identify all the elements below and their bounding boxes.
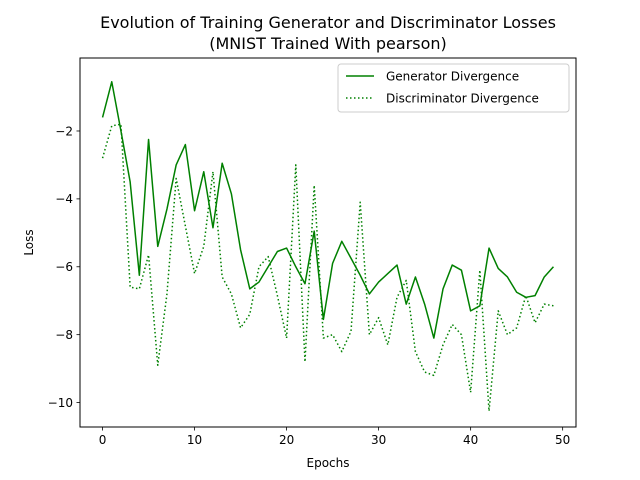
x-axis-label: Epochs [307,456,350,470]
x-tick-label: 10 [187,433,202,447]
legend: Generator Divergence Discriminator Diver… [337,63,570,113]
y-tick-label: −8 [55,328,73,342]
x-tick-label: 0 [99,433,107,447]
legend-box [337,63,570,113]
legend-label-generator: Generator Divergence [386,70,519,84]
x-ticks: 0 10 20 30 40 50 [99,427,570,447]
x-tick-label: 50 [555,433,570,447]
y-axis-label: Loss [22,229,36,255]
plot-lines [101,81,555,412]
discriminator-divergence-line [101,123,554,412]
x-tick-label: 40 [463,433,478,447]
plot-frame [79,57,577,428]
y-ticks: −2 −4 −6 −8 −10 [48,124,80,410]
x-tick-label: 30 [371,433,386,447]
generator-divergence-line [101,81,555,339]
y-tick-label: −4 [55,192,73,206]
y-tick-label: −6 [55,260,73,274]
y-tick-label: −2 [55,124,73,138]
chart-title-line1: Evolution of Training Generator and Disc… [100,13,556,32]
x-tick-label: 20 [279,433,294,447]
chart-title-line2: (MNIST Trained With pearson) [209,34,447,53]
legend-label-discriminator: Discriminator Divergence [386,92,539,106]
y-tick-label: −10 [48,396,73,410]
